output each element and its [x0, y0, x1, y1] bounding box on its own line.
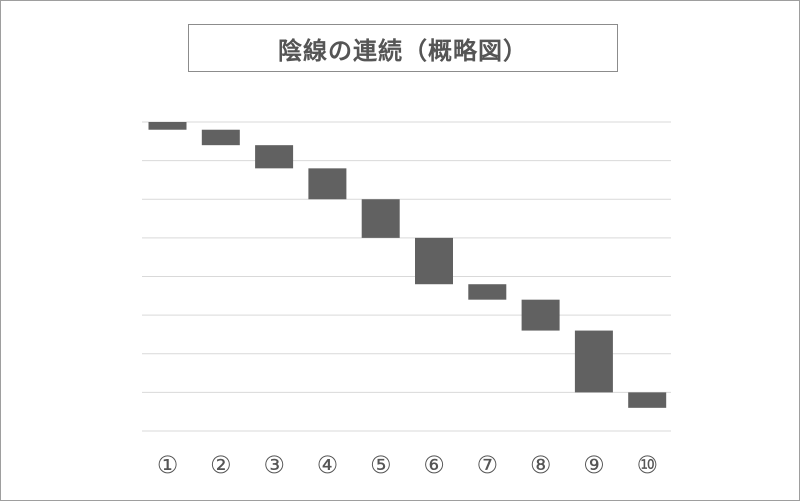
candle-bar-8: [521, 299, 560, 331]
candle-bar-1: [148, 122, 187, 130]
candle-bar-5: [361, 199, 400, 238]
candle-bars: [148, 122, 667, 408]
candle-bar-9: [574, 330, 613, 393]
candle-bar-7: [468, 284, 507, 300]
x-tick-label-7: ⑦: [477, 451, 499, 479]
x-tick-label-4: ④: [317, 451, 339, 479]
x-tick-label-3: ③: [263, 451, 285, 479]
candle-bar-4: [308, 168, 347, 200]
chart-title: 陰線の連続（概略図）: [278, 36, 528, 65]
grid-lines: [142, 121, 671, 432]
x-tick-label-2: ②: [210, 451, 232, 479]
chart-title-box: 陰線の連続（概略図）: [188, 24, 618, 72]
x-tick-label-10: ⑩: [636, 451, 658, 479]
x-tick-label-1: ①: [157, 451, 179, 479]
x-tick-label-6: ⑥: [423, 451, 445, 479]
candle-bar-6: [415, 237, 453, 285]
x-tick-labels: ① ② ③ ④ ⑤ ⑥ ⑦ ⑧ ⑨ ⑩: [157, 451, 658, 479]
x-tick-label-8: ⑧: [530, 451, 552, 479]
candle-bar-10: [628, 392, 667, 408]
candle-bar-2: [201, 129, 240, 146]
x-tick-label-9: ⑨: [583, 451, 605, 479]
candle-bar-3: [255, 145, 294, 169]
x-tick-label-5: ⑤: [370, 451, 392, 479]
